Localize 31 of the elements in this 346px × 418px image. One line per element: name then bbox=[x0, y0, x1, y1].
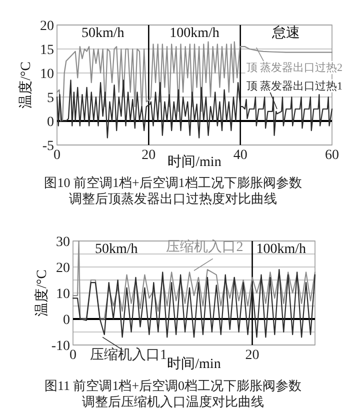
legend-label: 顶 蒸发器出口过热2 bbox=[246, 61, 343, 74]
y-tick-label: 5 bbox=[47, 91, 54, 106]
line-series bbox=[72, 269, 316, 338]
x-axis-title: 时间/min bbox=[168, 154, 222, 170]
annotation: 100km/h bbox=[170, 26, 220, 41]
legend-label: 压缩机入口1 bbox=[90, 347, 168, 364]
annotation: 100km/h bbox=[256, 242, 306, 257]
text: 图11 前空调1档+后空调0档工况下膨胀阀参数调整后压缩机入口温度对比曲线 bbox=[44, 378, 302, 409]
y-axis-title: 温度/°C bbox=[18, 62, 34, 108]
y-tick-label: 15 bbox=[40, 43, 54, 58]
y-tick-label: -10 bbox=[51, 339, 70, 354]
y-axis-title: 温度/°C bbox=[34, 270, 50, 316]
y-tick-label: 0 bbox=[63, 313, 70, 328]
y-tick-label: 20 bbox=[40, 19, 54, 34]
series-label: 压缩机入口2 bbox=[166, 238, 244, 255]
y-tick-label: 10 bbox=[56, 287, 70, 302]
text: 图10 前空调1档+后空调1档工况下膨胀阀参数调整后顶蒸发器出口过热度对比曲线 bbox=[44, 175, 302, 206]
series-label: 顶 蒸发器出口过热1 bbox=[246, 79, 343, 92]
y-tick-label: 20 bbox=[56, 261, 70, 276]
x-tick-label: 40 bbox=[233, 148, 248, 163]
annotation: 怠速 bbox=[271, 25, 300, 41]
x-tick-label: 20 bbox=[142, 148, 156, 163]
x-tick-label: 60 bbox=[325, 148, 339, 163]
y-tick-label: 0 bbox=[47, 115, 54, 130]
y-tick-label: 10 bbox=[40, 67, 54, 82]
y-tick-label: 30 bbox=[56, 235, 70, 250]
annotation: 50km/h bbox=[81, 26, 124, 41]
x-axis-title: 时间/min bbox=[167, 356, 221, 372]
y-tick-label: -5 bbox=[42, 139, 54, 154]
line-series bbox=[72, 240, 316, 320]
annotation: 50km/h bbox=[95, 242, 138, 257]
